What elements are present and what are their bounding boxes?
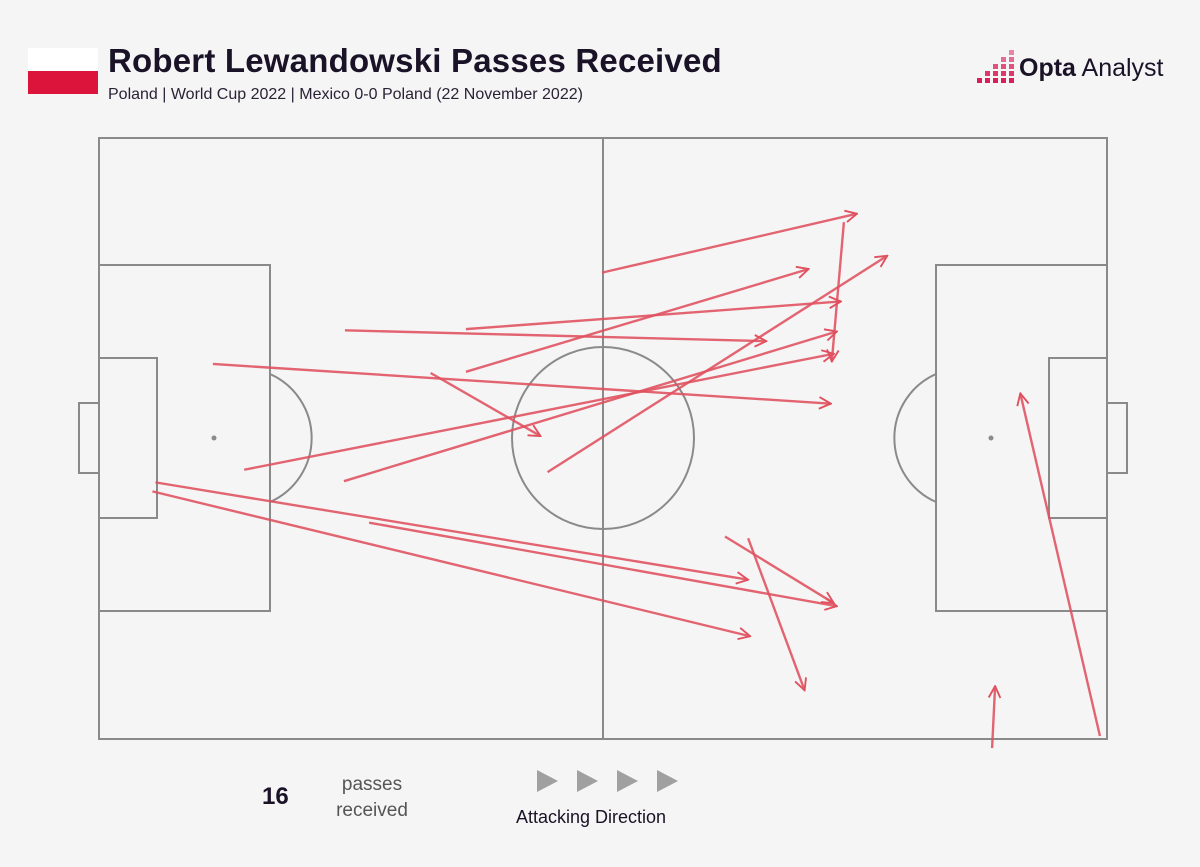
brand-mark-square (1001, 57, 1006, 62)
pass-arrow (601, 214, 857, 274)
poland-flag-icon (28, 48, 98, 94)
flag-red-stripe (28, 71, 98, 94)
left-penalty-area (98, 264, 271, 612)
left-six-yard-box (98, 357, 158, 519)
right-goal (1106, 402, 1128, 474)
right-penalty-area (935, 264, 1108, 612)
pass-arrow (344, 329, 766, 341)
brand-name-bold: Opta (1019, 54, 1076, 82)
attacking-direction-arrows (537, 770, 678, 792)
direction-arrow-icon (537, 770, 558, 792)
brand-name: Opta Analyst (1019, 54, 1164, 83)
pitch-markings (78, 137, 1128, 740)
brand-mark-square (1009, 78, 1014, 83)
direction-arrow-icon (657, 770, 678, 792)
pass-arrow (465, 269, 809, 373)
pass-arrow (747, 537, 804, 690)
brand-mark-square (1009, 71, 1014, 76)
pass-arrow (724, 535, 834, 603)
passes-label-line1: passes (341, 774, 403, 795)
chart-title: Robert Lewandowski Passes Received (108, 42, 722, 79)
left-penalty-spot (211, 435, 217, 441)
centre-circle (511, 346, 695, 530)
direction-arrow-icon (617, 770, 638, 792)
brand-mark-square (985, 78, 990, 83)
passes-received-count: 16 (262, 783, 289, 810)
right-six-yard-box (1048, 357, 1108, 519)
pass-arrow (152, 490, 750, 636)
brand-mark-square (1009, 64, 1014, 69)
passes-received-label: passes received (322, 772, 422, 824)
pass-arrow (243, 354, 834, 471)
pass-arrow (832, 222, 846, 361)
left-goal (78, 402, 100, 474)
brand-mark-square (977, 78, 982, 83)
brand-mark-square (1001, 78, 1006, 83)
brand-mark-square (1001, 71, 1006, 76)
flag-white-stripe (28, 48, 98, 71)
passes-layer (152, 214, 1102, 749)
brand-name-regular: Analyst (1075, 54, 1164, 82)
brand-mark-square (1009, 50, 1014, 55)
pass-arrow (992, 686, 995, 749)
pass-arrow (465, 301, 841, 331)
pass-arrow (430, 371, 541, 438)
brand-mark-square (985, 71, 990, 76)
pass-arrow (212, 362, 831, 404)
pass-arrow (368, 521, 837, 607)
pass-arrow (1020, 393, 1102, 737)
pass-arrow (343, 332, 837, 483)
pass-arrow (546, 256, 888, 474)
direction-arrow-icon (577, 770, 598, 792)
brand-mark-square (1009, 57, 1014, 62)
attacking-direction-label: Attacking Direction (516, 807, 667, 827)
passes-label-line2: received (336, 800, 408, 821)
right-penalty-spot (988, 435, 994, 441)
left-penalty-arc (269, 373, 313, 503)
right-penalty-arc (893, 373, 937, 503)
chart-subtitle: Poland | World Cup 2022 | Mexico 0-0 Pol… (108, 86, 583, 103)
pass-arrow (155, 481, 748, 579)
opta-bars-logo-icon (977, 50, 1014, 83)
brand-mark-square (993, 71, 998, 76)
brand-mark-square (1001, 64, 1006, 69)
brand-mark-square (993, 78, 998, 83)
brand-mark-square (993, 64, 998, 69)
